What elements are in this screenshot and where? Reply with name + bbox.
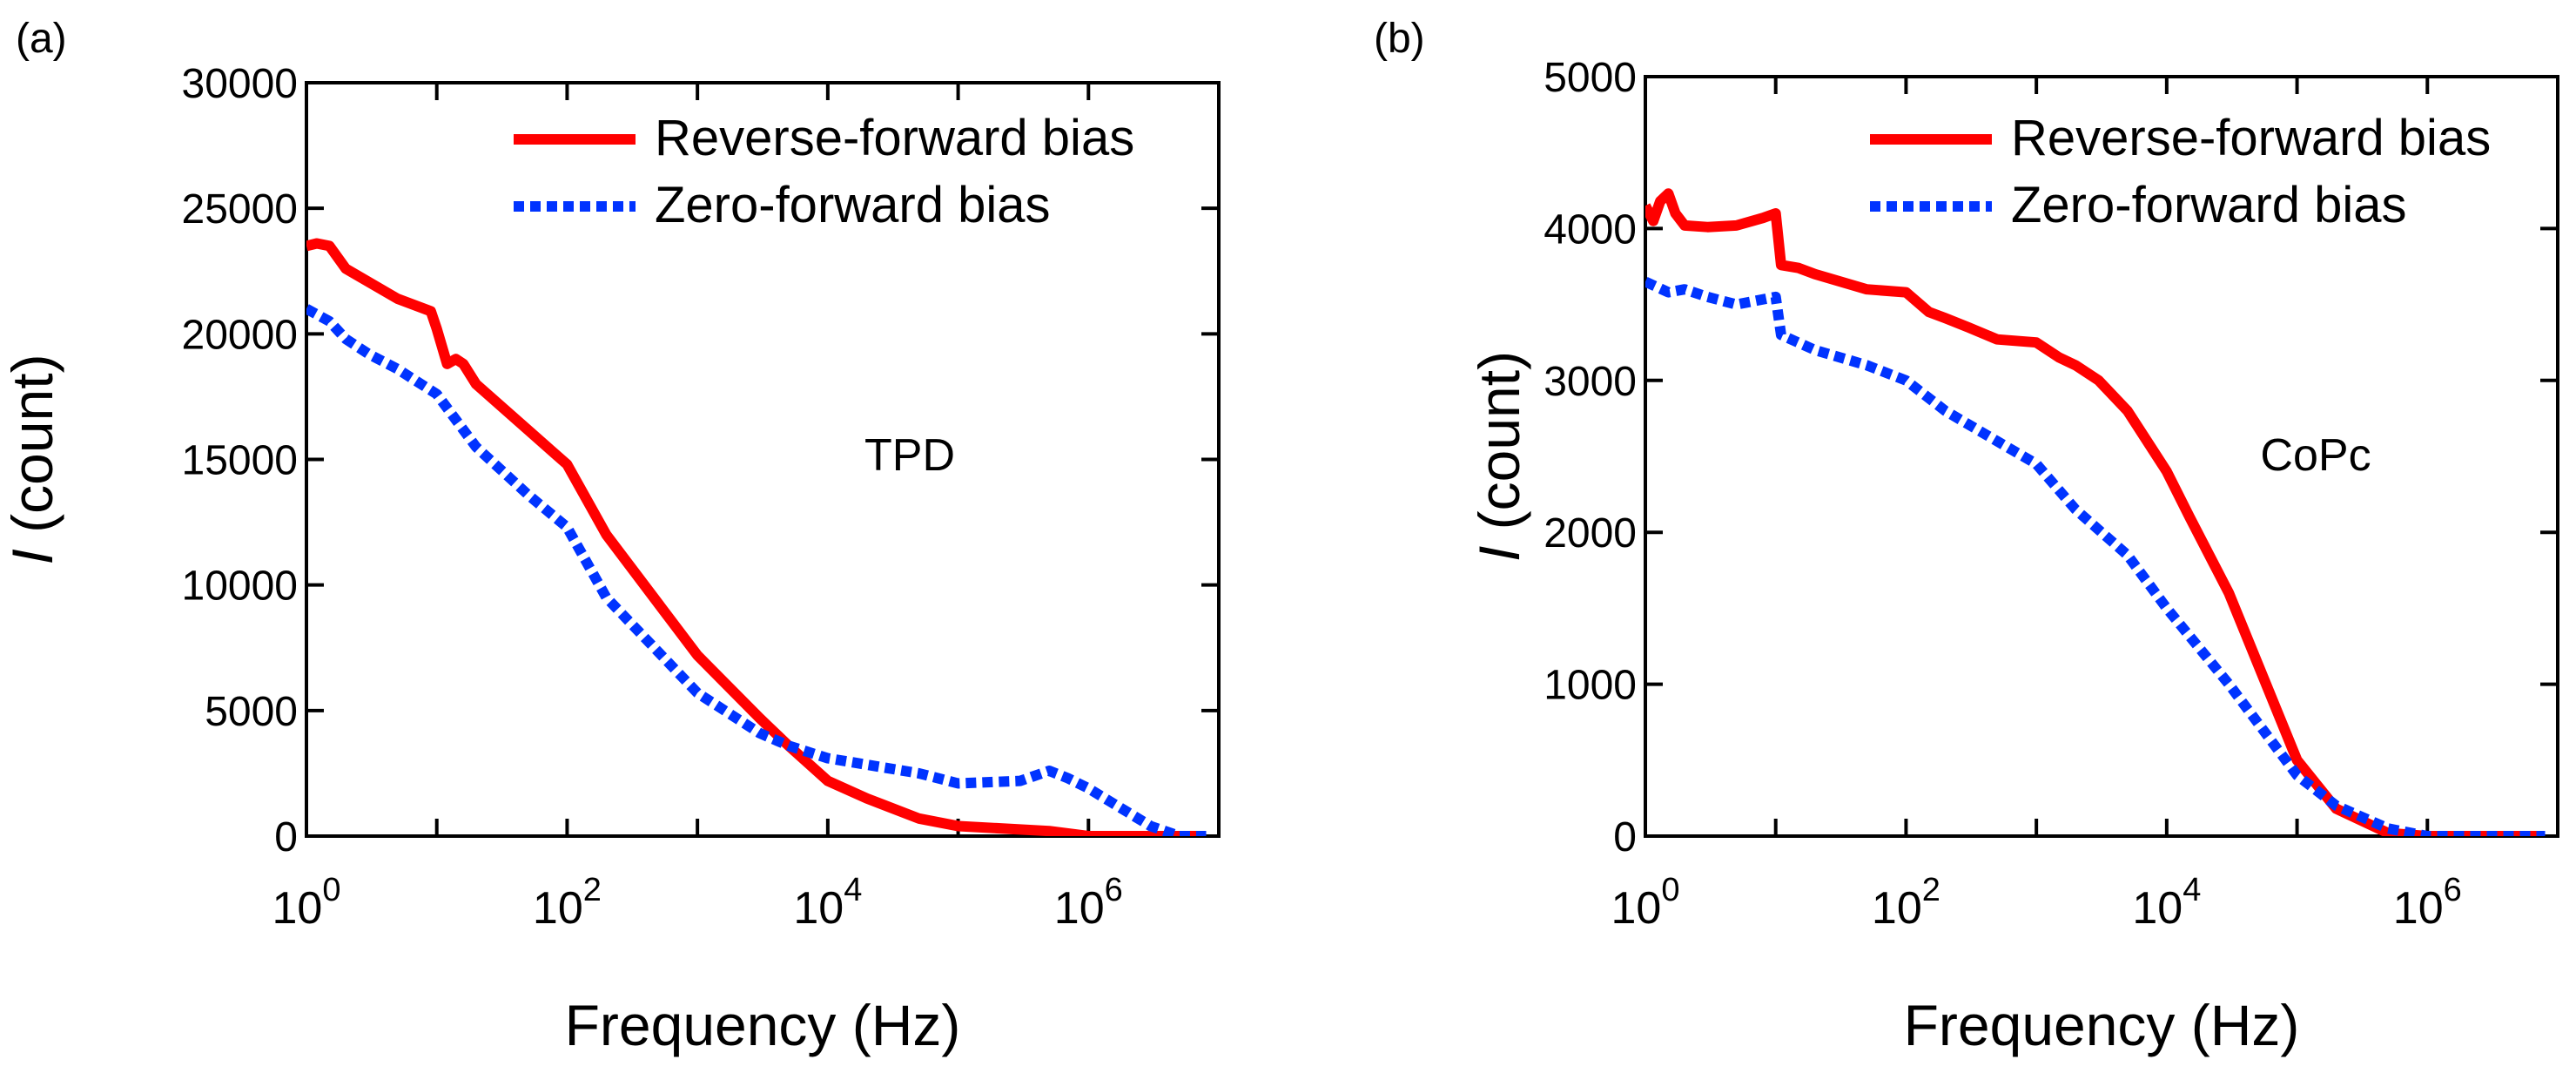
plot-frame <box>1644 75 2559 838</box>
y-tick-label: 15000 <box>182 438 298 484</box>
y-axis-title-unit: (count) <box>1467 351 1531 546</box>
y-axis-title-symbol: I <box>0 549 64 564</box>
y-tick-label: 30000 <box>182 61 298 107</box>
material-annotation: TPD <box>864 430 955 481</box>
y-tick-label: 5000 <box>205 689 298 735</box>
x-tick-label: 102 <box>1872 872 1940 934</box>
x-tick-base: 10 <box>1054 883 1105 934</box>
y-axis-title-unit: (count) <box>0 354 64 549</box>
x-axis-title: Frequency (Hz) <box>565 993 961 1057</box>
material-annotation: CoPc <box>2260 430 2371 481</box>
x-tick-exponent: 0 <box>1661 872 1679 908</box>
legend-label: Zero-forward bias <box>655 177 1050 233</box>
x-tick-label: 106 <box>1054 872 1123 934</box>
y-axis-title: I (count) <box>1467 351 1531 562</box>
y-tick-label: 20000 <box>182 312 298 358</box>
legend-label: Zero-forward bias <box>2011 177 2406 233</box>
y-tick-label: 10000 <box>182 563 298 610</box>
x-axis-title: Frequency (Hz) <box>1904 993 2300 1057</box>
legend-label: Reverse-forward bias <box>655 110 1134 166</box>
x-tick-exponent: 0 <box>322 872 340 908</box>
y-tick-label: 5000 <box>1544 55 1637 101</box>
x-tick-base: 10 <box>2393 883 2444 934</box>
y-tick-label: 0 <box>1613 814 1637 860</box>
x-tick-base: 10 <box>1872 883 1922 934</box>
y-tick-label: 0 <box>274 814 298 860</box>
x-tick-exponent: 2 <box>583 872 602 908</box>
y-axis-title: I (count) <box>0 354 64 564</box>
panel-label: (b) <box>1374 16 1425 62</box>
x-tick-exponent: 4 <box>2183 872 2201 908</box>
x-tick-label: 102 <box>533 872 602 934</box>
x-tick-base: 10 <box>533 883 583 934</box>
x-tick-base: 10 <box>1611 883 1662 934</box>
y-tick-label: 3000 <box>1544 359 1637 405</box>
x-tick-exponent: 2 <box>1922 872 1940 908</box>
legend-label: Reverse-forward bias <box>2011 110 2491 166</box>
y-tick-label: 1000 <box>1544 663 1637 709</box>
series-line-zero-forward <box>1645 276 2546 836</box>
y-tick-label: 2000 <box>1544 510 1637 557</box>
x-tick-label: 106 <box>2393 872 2462 934</box>
x-tick-label: 104 <box>2132 872 2201 934</box>
x-tick-exponent: 6 <box>1105 872 1123 908</box>
x-tick-exponent: 6 <box>2444 872 2462 908</box>
y-tick-label: 25000 <box>182 186 298 233</box>
x-tick-base: 10 <box>793 883 844 934</box>
x-tick-exponent: 4 <box>844 872 862 908</box>
panel-label: (a) <box>16 16 67 62</box>
x-tick-label: 100 <box>1611 872 1680 934</box>
y-axis-title-symbol: I <box>1467 546 1531 562</box>
series-line-reverse-forward <box>306 238 1207 836</box>
x-tick-label: 100 <box>272 872 341 934</box>
y-tick-label: 4000 <box>1544 206 1637 253</box>
x-tick-label: 104 <box>793 872 862 934</box>
series-line-zero-forward <box>306 304 1207 836</box>
x-tick-base: 10 <box>272 883 323 934</box>
x-tick-base: 10 <box>2132 883 2183 934</box>
series-line-reverse-forward <box>1645 188 2546 836</box>
